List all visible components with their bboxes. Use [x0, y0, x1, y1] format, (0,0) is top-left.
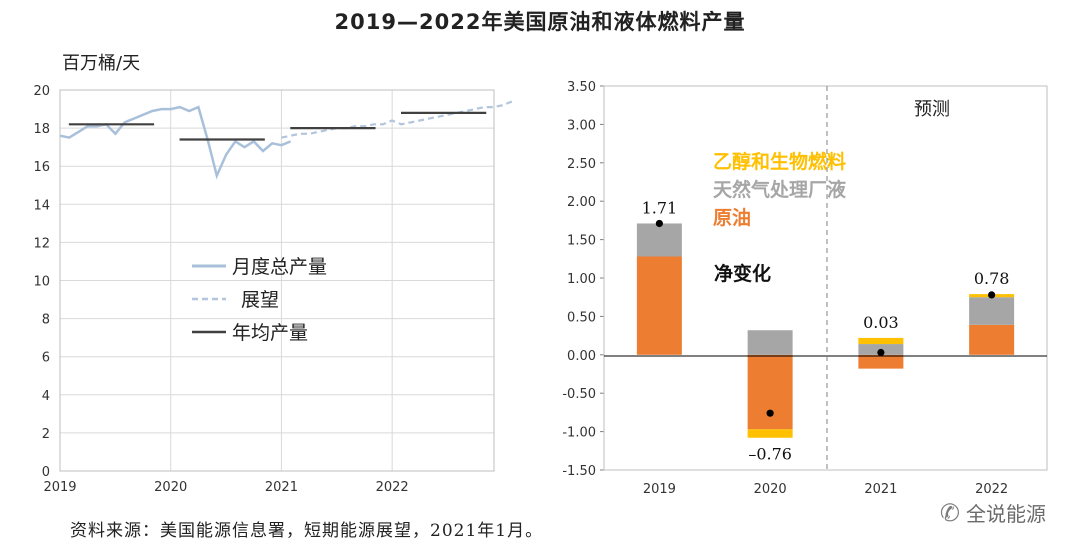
right-x-tick-labels: 2019 2020 2021 2022 — [643, 482, 1008, 497]
net-change-label-2020: –0.76 — [748, 445, 792, 464]
net-change-label-2021: 0.03 — [863, 313, 899, 332]
left-plot-frame — [59, 89, 495, 472]
right-y-tick-0.00: 0.00 — [567, 349, 596, 364]
left-series-lines — [59, 100, 513, 180]
right-plot-frame — [603, 85, 1048, 471]
left-y-tick-10: 10 — [33, 275, 50, 290]
bar-2020-series-1 — [747, 330, 793, 355]
bar-2021-series-2 — [858, 337, 904, 345]
forecast-label: 预测 — [914, 99, 950, 120]
net-change-marker-2022 — [988, 291, 996, 299]
bar-2022-series-1 — [969, 297, 1015, 325]
right-y-tick-3.50: 3.50 — [567, 80, 596, 95]
source-note: 资料来源：美国能源信息署，短期能源展望，2021年1月。 — [70, 521, 544, 541]
left-y-tick-0: 0 — [42, 465, 50, 480]
legend-label-monthly: 月度总产量 — [232, 256, 327, 278]
left-x-tick-2022: 2022 — [376, 480, 409, 495]
net-change-title: 净变化 — [714, 262, 771, 285]
left-x-tick-labels: 2019 2020 2021 2022 — [43, 480, 408, 495]
right-y-tick-1.50: 1.50 — [567, 234, 596, 249]
bar-2020-series-2 — [747, 429, 793, 438]
monthly-production-line — [59, 105, 292, 180]
left-y-tick-labels: 0 2 4 6 8 10 12 14 16 18 20 — [33, 84, 50, 480]
chart-title: 2019—2022年美国原油和液体燃料产量 — [334, 10, 746, 34]
right-y-tick-2.50: 2.50 — [567, 157, 596, 172]
legend-label-annual: 年均产量 — [232, 322, 308, 344]
right-stacked-bars — [636, 223, 1015, 438]
left-legend: 月度总产量 展望 年均产量 — [192, 256, 327, 344]
wechat-icon: ✆ — [939, 498, 960, 527]
left-x-tick-2021: 2021 — [265, 480, 298, 495]
right-y-tick--1.50: -1.50 — [562, 464, 596, 479]
left-y-tick-6: 6 — [42, 351, 50, 366]
right-x-tick-2020: 2020 — [754, 482, 787, 497]
watermark-text: 全说能源 — [966, 502, 1046, 526]
right-y-tick-labels: 3.50 3.00 2.50 2.00 1.50 1.00 0.50 0.00 -0.50 -1.… — [562, 80, 604, 479]
legend-label-ethanol: 乙醇和生物燃料 — [713, 150, 846, 173]
left-y-tick-12: 12 — [33, 236, 50, 251]
left-x-tick-2019: 2019 — [43, 480, 76, 495]
watermark: ✆ 全说能源 — [940, 498, 1046, 527]
right-net-change-markers: 1.71 –0.76 0.03 0.78 — [642, 198, 1010, 463]
right-y-tick-1.00: 1.00 — [567, 272, 596, 287]
net-change-marker-2021 — [877, 348, 885, 357]
net-change-marker-2020 — [766, 409, 774, 417]
left-y-tick-18: 18 — [33, 122, 50, 137]
left-y-tick-20: 20 — [33, 84, 50, 99]
net-change-marker-2019 — [655, 219, 663, 228]
legend-label-crude: 原油 — [713, 207, 751, 229]
left-y-axis-label: 百万桶/天 — [62, 53, 140, 74]
bar-2020-series-0 — [747, 354, 793, 430]
right-y-tick-2.00: 2.00 — [567, 195, 596, 210]
bar-2022-series-0 — [969, 324, 1015, 355]
legend-label-forecast: 展望 — [241, 289, 279, 311]
right-y-tick--1.00: -1.00 — [562, 426, 596, 441]
right-y-tick--0.50: -0.50 — [562, 387, 596, 402]
net-change-label-2022: 0.78 — [974, 269, 1010, 288]
right-y-tick-3.00: 3.00 — [567, 118, 596, 133]
right-x-tick-2022: 2022 — [975, 482, 1008, 497]
legend-label-ngl: 天然气处理厂液 — [713, 178, 847, 201]
left-y-tick-8: 8 — [42, 313, 50, 328]
right-x-tick-2021: 2021 — [864, 482, 897, 497]
right-y-tick-0.50: 0.50 — [567, 310, 596, 325]
bar-2019-series-1 — [636, 223, 682, 257]
left-x-tick-2020: 2020 — [154, 480, 187, 495]
left-y-tick-14: 14 — [33, 198, 50, 213]
bar-2019-series-0 — [636, 256, 682, 355]
left-y-tick-2: 2 — [42, 427, 50, 442]
right-x-tick-2019: 2019 — [643, 482, 676, 497]
net-change-label-2019: 1.71 — [642, 198, 678, 217]
left-y-tick-16: 16 — [33, 160, 50, 175]
bar-2021-series-0 — [858, 354, 904, 369]
left-y-tick-4: 4 — [42, 389, 50, 404]
